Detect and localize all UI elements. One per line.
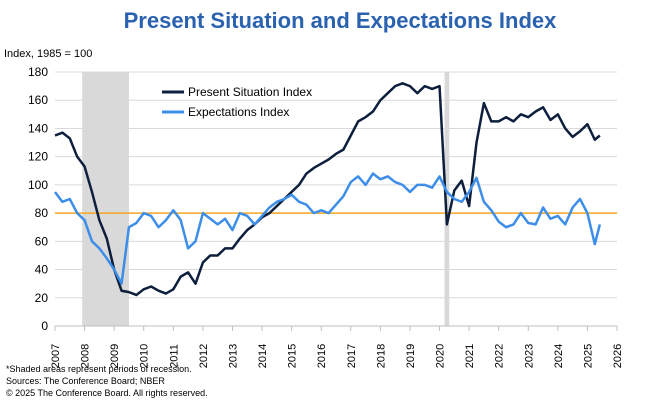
y-tick-label: 60 bbox=[35, 234, 49, 248]
x-tick-label: 2021 bbox=[464, 344, 476, 368]
x-tick-label: 2014 bbox=[257, 344, 269, 368]
x-tick-label: 2025 bbox=[582, 344, 594, 368]
recession-band bbox=[82, 72, 129, 326]
x-tick-label: 2026 bbox=[612, 344, 624, 368]
y-tick-label: 120 bbox=[28, 150, 48, 164]
y-tick-label: 20 bbox=[35, 291, 49, 305]
recession-band bbox=[444, 72, 450, 326]
x-tick-label: 2008 bbox=[80, 344, 92, 368]
x-tick-label: 2010 bbox=[139, 344, 151, 368]
x-tick-label: 2011 bbox=[168, 344, 180, 368]
legend-label: Expectations Index bbox=[188, 105, 289, 119]
x-tick-label: 2023 bbox=[523, 344, 535, 368]
x-tick-label: 2015 bbox=[287, 344, 299, 368]
y-tick-label: 100 bbox=[28, 178, 48, 192]
y-tick-label: 80 bbox=[35, 206, 49, 220]
x-tick-label: 2019 bbox=[405, 344, 417, 368]
chart-title: Present Situation and Expectations Index bbox=[124, 8, 558, 33]
x-tick-label: 2016 bbox=[316, 344, 328, 368]
note: Sources: The Conference Board; NBER bbox=[6, 376, 165, 386]
x-tick-label: 2009 bbox=[109, 344, 121, 368]
y-axis-label: Index, 1985 = 100 bbox=[4, 48, 92, 60]
legend-label: Present Situation Index bbox=[188, 85, 312, 99]
x-tick-label: 2022 bbox=[494, 344, 506, 368]
y-tick-label: 160 bbox=[28, 93, 48, 107]
note: © 2025 The Conference Board. All rights … bbox=[6, 388, 208, 398]
x-tick-label: 2012 bbox=[198, 344, 210, 368]
y-tick-label: 140 bbox=[28, 121, 48, 135]
data-line bbox=[53, 172, 602, 285]
x-tick-label: 2017 bbox=[346, 344, 358, 368]
x-tick-label: 2024 bbox=[553, 344, 565, 368]
y-tick-label: 0 bbox=[41, 319, 48, 333]
x-tick-label: 2007 bbox=[50, 344, 62, 368]
x-tick-label: 2018 bbox=[375, 344, 387, 368]
y-tick-label: 40 bbox=[35, 263, 49, 277]
data-line bbox=[54, 82, 601, 297]
note: *Shaded areas represent periods of reces… bbox=[6, 364, 192, 374]
x-tick-label: 2013 bbox=[227, 344, 239, 368]
y-tick-label: 180 bbox=[28, 65, 48, 79]
x-tick-label: 2020 bbox=[435, 344, 447, 368]
